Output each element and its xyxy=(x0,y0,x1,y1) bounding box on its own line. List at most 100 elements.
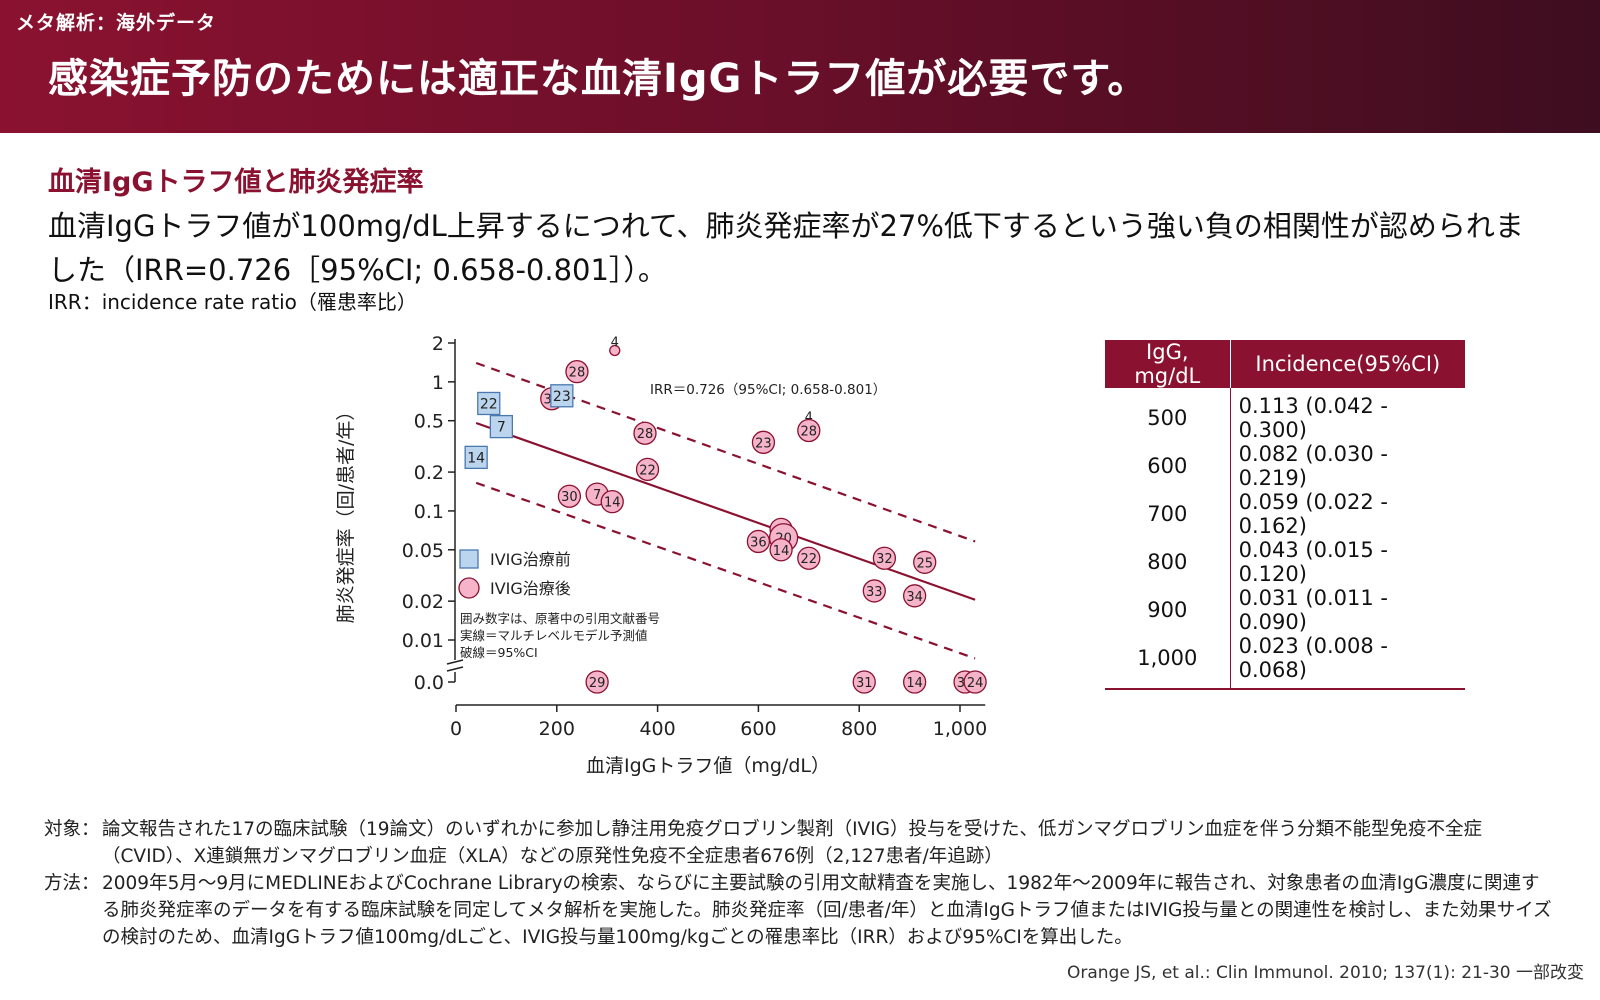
x-tick-label: 400 xyxy=(639,718,675,740)
legend-label-post: IVIG治療後 xyxy=(490,579,571,598)
y-tick-label: 0.2 xyxy=(414,462,444,484)
point-label: 28 xyxy=(801,424,818,439)
point-label: 25 xyxy=(916,556,933,571)
point-post-ivig xyxy=(862,579,886,603)
table-row: 700 0.059 (0.022 - 0.162) xyxy=(1105,490,1465,538)
method-text: 2009年5月～9月にMEDLINEおよびCochrane Libraryの検索… xyxy=(102,873,1552,948)
table-cell-incidence: 0.113 (0.042 - 0.300) xyxy=(1238,394,1388,442)
point-post-ivig xyxy=(600,489,624,514)
footer-method: 方法： 2009年5月～9月にMEDLINEおよびCochrane Librar… xyxy=(44,870,1554,951)
point-label: 4 xyxy=(611,335,619,350)
y-axis-title: 肺炎発症率（回/患者/年） xyxy=(335,402,357,624)
table-cell-igg: 600 xyxy=(1105,442,1231,490)
point-label: 14 xyxy=(773,544,790,559)
point-post-ivig xyxy=(902,584,927,608)
point-label: 23 xyxy=(755,436,772,451)
irr-annotation: IRR＝0.726（95%CI; 0.658-0.801） xyxy=(650,382,886,398)
point-label: 4 xyxy=(805,410,813,425)
point-label: 14 xyxy=(906,676,923,691)
y-tick-label: 2 xyxy=(432,333,444,355)
table-header-igg: IgG, mg/dL xyxy=(1105,340,1231,388)
point-label: 22 xyxy=(639,463,656,478)
subject-label: 対象： xyxy=(44,819,100,840)
citation: Orange JS, et al.: Clin Immunol. 2010; 1… xyxy=(1067,963,1584,983)
table-row: 1,000 0.023 (0.008 - 0.068) xyxy=(1105,634,1465,690)
point-label: 7 xyxy=(593,488,601,503)
point-post-ivig xyxy=(797,418,821,443)
point-label: 29 xyxy=(589,676,606,691)
table-cell-igg: 700 xyxy=(1105,490,1231,538)
scatter-chart: 2 1 0.5 0.2 0.1 0.05 0.02 0.01 0.0 0 200 400 600 800 1… xyxy=(335,333,987,777)
table-cell-incidence: 0.082 (0.030 - 0.219) xyxy=(1238,442,1388,490)
axis-break-mark xyxy=(446,659,464,665)
header-banner: メタ解析：海外データ 感染症予防のためには適正な血清IgGトラフ値が必要です。 xyxy=(0,0,1600,133)
table-row: 600 0.082 (0.030 - 0.219) xyxy=(1105,442,1465,490)
legend-circle-icon xyxy=(458,577,480,599)
point-post-ivig xyxy=(913,550,937,574)
point-post-ivig xyxy=(852,670,876,694)
y-tick-label: 0.05 xyxy=(402,540,444,562)
fit-line xyxy=(475,421,976,601)
x-tick-label: 200 xyxy=(539,718,575,740)
point-post-ivig xyxy=(751,430,776,454)
x-axis-title: 血清IgGトラフ値（mg/dL） xyxy=(586,755,830,777)
method-label: 方法： xyxy=(44,873,100,894)
x-tick-label: 600 xyxy=(740,718,776,740)
point-label: 36 xyxy=(750,535,767,550)
point-pre-ivig xyxy=(550,384,574,408)
point-label: 33 xyxy=(866,585,883,600)
table-cell-incidence: 0.059 (0.022 - 0.162) xyxy=(1238,490,1388,538)
point-post-ivig xyxy=(609,344,621,357)
x-tick-label: 0 xyxy=(450,718,462,740)
point-label: 28 xyxy=(569,366,586,381)
table-row: 500 0.113 (0.042 - 0.300) xyxy=(1105,388,1465,442)
table-header-row: IgG, mg/dL Incidence(95%CI) xyxy=(1105,340,1465,388)
point-post-ivig xyxy=(872,546,897,570)
section-heading: 血清IgGトラフ値と肺炎発症率 xyxy=(48,167,424,198)
point-label: 7 xyxy=(497,420,506,436)
table-cell-igg: 1,000 xyxy=(1105,634,1231,690)
ci-lower-line xyxy=(475,481,976,660)
point-post-ivig xyxy=(635,457,660,481)
table-row: 900 0.031 (0.011 - 0.090) xyxy=(1105,586,1465,634)
point-label: 22 xyxy=(801,552,818,567)
point-label: 24 xyxy=(967,676,984,691)
y-tick-label: 0.1 xyxy=(414,501,444,523)
lead-text: 血清IgGトラフ値が100mg/dL上昇するにつれて、肺炎発症率が27%低下する… xyxy=(48,209,1524,287)
subject-text: 論文報告された17の臨床試験（19論文）のいずれかに参加し静注用免疫グロブリン製… xyxy=(102,819,1482,867)
table-header-incidence: Incidence(95%CI) xyxy=(1230,340,1465,388)
point-pre-ivig xyxy=(477,391,501,416)
y-tick-label: 0.01 xyxy=(402,630,444,652)
chart-note: 破線＝95%CI xyxy=(460,645,538,660)
point-label: 31 xyxy=(856,676,873,691)
legend-label-pre: IVIG治療前 xyxy=(490,550,571,569)
table-row: 800 0.043 (0.015 - 0.120) xyxy=(1105,538,1465,586)
point-post-ivig xyxy=(746,529,771,554)
x-tick-label: 1,000 xyxy=(933,718,987,740)
point-label: 34 xyxy=(906,590,923,605)
x-tick-label: 800 xyxy=(841,718,877,740)
point-label: 23 xyxy=(553,389,571,405)
point-label: 28 xyxy=(637,427,654,442)
table-cell-incidence: 0.031 (0.011 - 0.090) xyxy=(1238,586,1388,634)
legend-square-icon xyxy=(459,549,479,569)
page-title: 感染症予防のためには適正な血清IgGトラフ値が必要です。 xyxy=(48,56,1149,102)
header-kicker: メタ解析：海外データ xyxy=(16,12,217,34)
chart-note: 実線＝マルチレベルモデル予測値 xyxy=(460,628,648,643)
point-post-ivig xyxy=(557,484,582,508)
point-post-ivig xyxy=(797,546,821,570)
point-label: 30 xyxy=(561,490,578,505)
y-tick-label: 1 xyxy=(432,372,444,394)
table-cell-incidence: 0.043 (0.015 - 0.120) xyxy=(1238,538,1388,586)
table-cell-igg: 800 xyxy=(1105,538,1231,586)
point-pre-ivig xyxy=(464,445,488,470)
table-cell-igg: 500 xyxy=(1105,388,1231,442)
point-post-ivig xyxy=(902,670,927,694)
footer-subject: 対象： 論文報告された17の臨床試験（19論文）のいずれかに参加し静注用免疫グロ… xyxy=(44,816,1554,870)
point-label: 14 xyxy=(604,496,621,511)
incidence-table: IgG, mg/dL Incidence(95%CI) 500 0.113 (0… xyxy=(1105,340,1465,690)
point-post-ivig xyxy=(963,670,987,694)
point-pre-ivig xyxy=(489,414,514,439)
point-post-ivig xyxy=(585,670,609,694)
chart-note: 囲み数字は、原著中の引用文献番号 xyxy=(460,611,660,626)
